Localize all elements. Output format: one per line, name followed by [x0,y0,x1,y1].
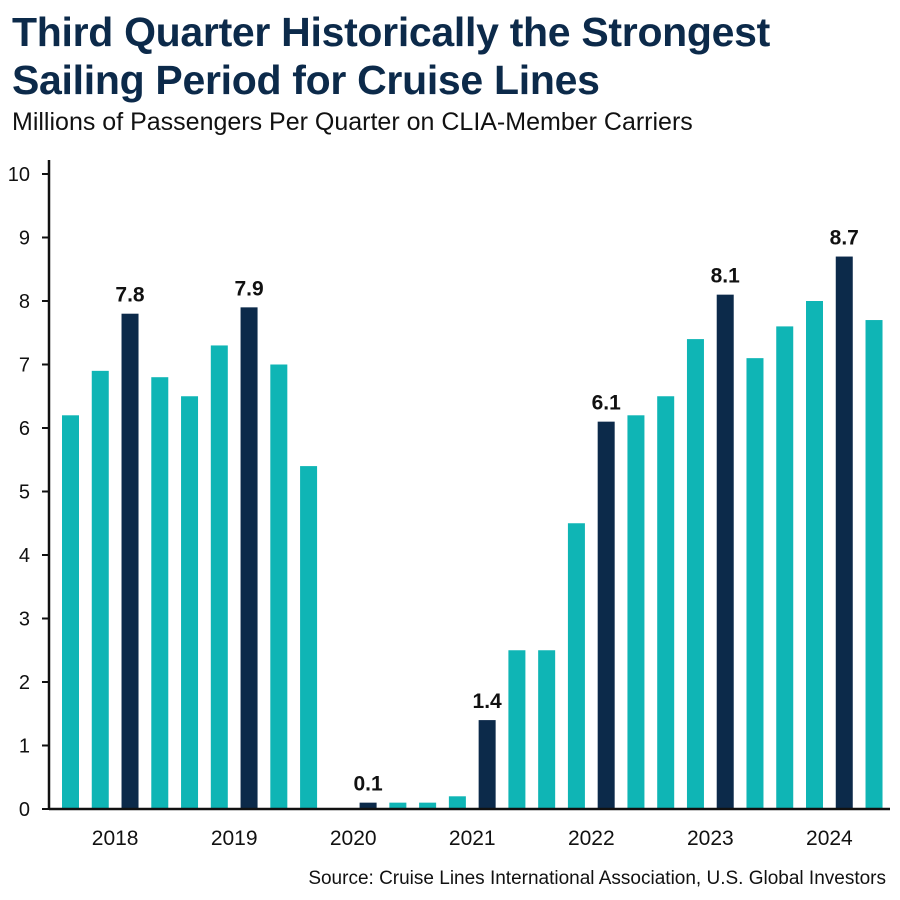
chart-title-line-1: Third Quarter Historically the Strongest [12,9,771,55]
x-tick-label: 2023 [687,827,734,850]
data-label: 6.1 [592,392,622,415]
bar [567,523,585,809]
bar-q3 [716,294,734,809]
bar-q3 [359,802,377,809]
y-tick-label: 5 [19,482,30,504]
y-tick-label: 8 [19,291,30,313]
x-tick-label: 2022 [568,827,615,850]
bar [419,802,437,809]
bar [300,466,318,809]
bar [448,796,466,809]
data-label: 1.4 [473,690,503,713]
x-tick-label: 2024 [806,827,853,850]
bar [746,358,764,809]
bar-chart: 0 1 2 3 4 5 6 7 8 9 10 7.8 7.9 0.1 1.4 6.1 8.1 8.7 2018 201… [8,160,890,850]
x-tick-label: 2020 [330,827,377,850]
bar-q3 [121,313,139,809]
bar [865,320,883,809]
bar [686,339,704,809]
y-tick-label: 0 [19,799,30,821]
x-tick-label: 2018 [92,827,139,850]
bar [538,650,556,809]
bar [91,370,109,809]
y-tick-label: 7 [19,355,30,377]
y-tick-label: 1 [19,736,30,758]
bar [806,301,823,809]
bar-q3 [597,421,615,809]
bar [776,326,794,809]
y-tick-label: 4 [19,545,30,567]
bar [210,345,228,809]
data-label: 8.7 [830,227,859,250]
chart-subtitle: Millions of Passengers Per Quarter on CL… [12,108,693,136]
bar [508,650,526,809]
data-label: 0.1 [353,773,383,796]
data-label: 8.1 [711,265,741,288]
bar [389,802,407,809]
bar [270,364,288,809]
x-tick-label: 2021 [449,827,496,850]
data-label: 7.9 [234,277,263,300]
bar [151,377,169,809]
bar [627,415,645,809]
bar [62,415,79,809]
y-tick-label: 10 [8,164,30,186]
y-tick-label: 2 [19,672,30,694]
bar [181,396,199,809]
y-tick-label: 6 [19,418,30,440]
chart-title: Third Quarter Historically the Strongest… [12,8,892,104]
bar [657,396,675,809]
y-tick-label: 9 [19,228,30,250]
bar-q3 [835,256,853,809]
bar-q3 [240,307,258,809]
y-tick-label: 3 [19,609,30,631]
x-tick-label: 2019 [211,827,258,850]
source-note: Source: Cruise Lines International Assoc… [308,868,886,889]
chart-title-line-2: Sailing Period for Cruise Lines [12,57,600,103]
data-label: 7.8 [115,284,145,307]
bar-q3 [478,720,496,809]
